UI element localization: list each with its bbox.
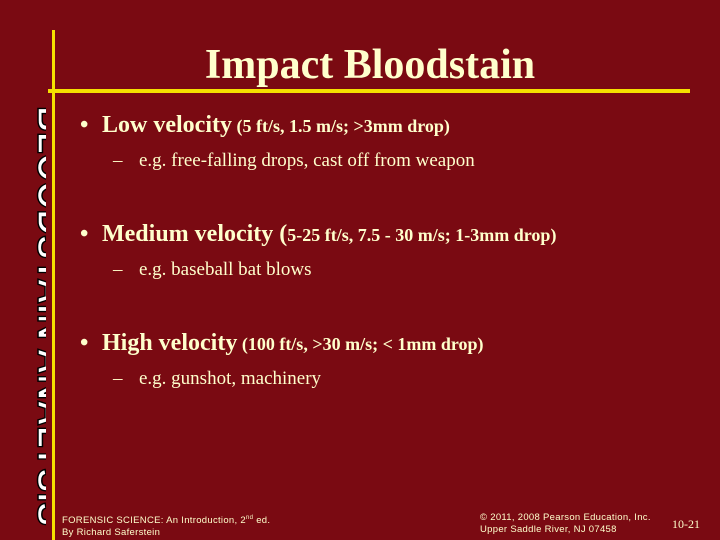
bullet-marker: • bbox=[80, 330, 89, 356]
bullet-medium-velocity: • Medium velocity (5-25 ft/s, 7.5 - 30 m/… bbox=[80, 221, 556, 248]
footer-edition-sup: nd bbox=[245, 515, 254, 521]
side-title-text: BLOODSTAIN ANALYSIS bbox=[29, 106, 46, 526]
subbullet-text: e.g. gunshot, machinery bbox=[139, 368, 322, 389]
bullet-marker: • bbox=[80, 221, 89, 247]
title-underline bbox=[48, 89, 690, 93]
vertical-accent-line bbox=[52, 30, 55, 540]
subbullet-medium-velocity: – e.g. baseball bat blows bbox=[113, 259, 312, 281]
footer-book-credit: FORENSIC SCIENCE: An Introduction, 2nd e… bbox=[62, 512, 270, 539]
subbullet-marker: – bbox=[113, 259, 123, 280]
side-title: BLOODSTAIN ANALYSIS bbox=[4, 104, 46, 528]
footer-book-title: FORENSIC SCIENCE: An Introduction, 2 bbox=[62, 515, 246, 527]
subbullet-text: e.g. baseball bat blows bbox=[139, 259, 312, 280]
bullet-detail: 5-25 ft/s, 7.5 - 30 m/s; 1-3mm drop) bbox=[287, 225, 557, 245]
footer-publisher-address: Upper Saddle River, NJ 07458 bbox=[480, 524, 617, 535]
footer-copyright: © 2011, 2008 Pearson Education, Inc. Upp… bbox=[480, 512, 651, 536]
bullet-heading: High velocity bbox=[102, 330, 238, 356]
subbullet-low-velocity: – e.g. free-falling drops, cast off from … bbox=[113, 150, 475, 172]
slide-number: 10-21 bbox=[672, 517, 700, 531]
bullet-heading: Medium velocity ( bbox=[102, 221, 288, 247]
bullet-detail: (5 ft/s, 1.5 m/s; >3mm drop) bbox=[231, 116, 450, 136]
subbullet-marker: – bbox=[113, 150, 123, 171]
bullet-low-velocity: • Low velocity (5 ft/s, 1.5 m/s; >3mm dro… bbox=[80, 112, 450, 139]
subbullet-marker: – bbox=[113, 368, 123, 389]
bullet-high-velocity: • High velocity (100 ft/s, >30 m/s; < 1mm… bbox=[80, 330, 484, 357]
subbullet-text: e.g. free-falling drops, cast off from w… bbox=[139, 150, 475, 171]
footer-author: By Richard Saferstein bbox=[62, 527, 161, 539]
subbullet-high-velocity: – e.g. gunshot, machinery bbox=[113, 368, 321, 390]
bullet-heading: Low velocity bbox=[102, 112, 232, 138]
footer-edition-suffix: ed. bbox=[253, 515, 271, 527]
bullet-marker: • bbox=[80, 112, 89, 138]
bullet-detail: (100 ft/s, >30 m/s; < 1mm drop) bbox=[237, 334, 484, 354]
page-title: Impact Bloodstain bbox=[204, 42, 536, 88]
footer-copyright-line: © 2011, 2008 Pearson Education, Inc. bbox=[480, 512, 651, 523]
footer-book-title-line: FORENSIC SCIENCE: An Introduction, 2nd e… bbox=[62, 512, 270, 527]
